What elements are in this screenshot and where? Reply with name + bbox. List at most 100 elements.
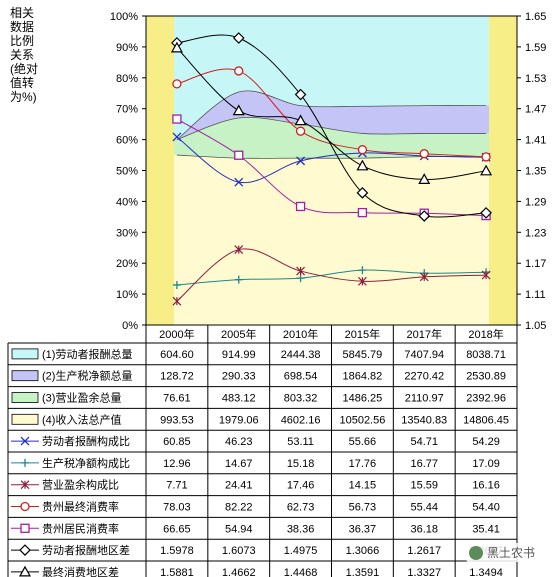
table-cell: 1.5978 [160, 545, 194, 557]
table-row-label: 贵州最终消费率 [42, 500, 119, 514]
table-cell: 1486.25 [343, 393, 383, 405]
left-axis-title: 相关 数据 比例 关系 (绝对 值转 为%) [10, 6, 42, 104]
area-boundary-line [176, 116, 487, 140]
table-cell: 1979.06 [219, 414, 259, 426]
side-band-left [146, 16, 174, 325]
series-point [172, 296, 182, 306]
watermark: 黑土农书 [466, 543, 539, 562]
table-row-label: (1)劳动者报酬总量 [42, 347, 132, 361]
table-cell: 55.44 [410, 502, 438, 514]
series-point [356, 187, 369, 199]
table-cell: 604.60 [160, 349, 194, 361]
table-cell: 993.53 [160, 414, 194, 426]
series-point [232, 104, 245, 116]
table-cell: 1.6073 [222, 545, 256, 557]
table-cell: 38.36 [287, 523, 315, 535]
table-cell: 803.32 [284, 393, 318, 405]
right-axis-tick-label: 1.23 [525, 227, 546, 239]
series-point [296, 274, 305, 283]
series-point [418, 173, 431, 185]
left-axis-tick-label: 0% [122, 320, 138, 332]
series-point [234, 245, 244, 254]
table-cell: 16.77 [410, 458, 438, 470]
table-cell: 53.11 [287, 436, 314, 448]
legend-marker [19, 544, 31, 556]
table-cell: 1.3066 [346, 545, 380, 557]
table-cell: 60.85 [163, 436, 191, 448]
side-band-right [489, 16, 517, 325]
table-cell: 7407.94 [404, 349, 444, 361]
table-cell: 1.4975 [284, 545, 318, 557]
left-axis-title-line: 为%) [10, 90, 37, 104]
legend-marker [20, 480, 30, 490]
right-axis-tick-label: 1.47 [525, 104, 546, 116]
table-cell: 1.5881 [160, 567, 194, 577]
series-point [172, 114, 182, 124]
table-cell: 290.33 [222, 371, 256, 383]
series-point [419, 272, 429, 282]
left-axis-title-line: 比例 [10, 34, 35, 48]
left-axis-title-line: (绝对 [10, 62, 38, 76]
series-point [234, 275, 243, 284]
left-axis-title-line: 数据 [10, 20, 35, 34]
table-cell: 78.03 [163, 502, 191, 514]
table-cell: 128.72 [160, 371, 194, 383]
series-point [419, 149, 429, 159]
table-cell: 5845.79 [343, 349, 383, 361]
right-axis-tick-label: 1.35 [525, 166, 546, 178]
table-cell: 1864.82 [343, 371, 383, 383]
table-row-label: (3)营业盈余总量 [42, 391, 121, 405]
wechat-icon [469, 545, 483, 560]
table-row-label: (4)收入法总产值 [42, 412, 121, 426]
table-row-label: 劳动者报酬地区差 [42, 543, 130, 557]
table-cell: 24.41 [225, 480, 253, 492]
left-axis-tick-label: 20% [116, 258, 138, 270]
right-axis-tick-label: 1.65 [525, 11, 546, 23]
series-point [170, 41, 183, 53]
table-cell: 7.71 [166, 480, 187, 492]
series-point [296, 266, 306, 276]
legend-swatch [11, 413, 39, 425]
table-header-cell: 2017年 [407, 327, 442, 341]
series-point [480, 164, 493, 176]
table-cell: 1.4468 [284, 567, 318, 577]
table-cell: 76.61 [163, 393, 191, 405]
legend-marker [20, 523, 30, 533]
left-axis-tick-label: 100% [110, 11, 138, 23]
table-row-label: 营业盈余构成比 [42, 478, 119, 492]
series-point [358, 266, 367, 275]
table-header-cell: 2010年 [283, 327, 318, 341]
right-axis-tick-label: 1.11 [525, 289, 546, 301]
table-cell: 66.65 [163, 523, 191, 535]
legend-marker [20, 436, 30, 446]
left-axis-tick-label: 60% [116, 135, 138, 147]
series-point [234, 66, 244, 76]
table-cell: 15.59 [410, 480, 438, 492]
series-line-6 [176, 248, 487, 302]
table-cell: 62.73 [287, 502, 315, 514]
series-point [294, 88, 307, 101]
legend-swatch [11, 348, 39, 360]
right-axis-tick-label: 1.59 [525, 42, 546, 54]
left-axis-title-line: 相关 [10, 6, 35, 20]
series-point [481, 152, 491, 162]
table-row-label: 最终消费地区差 [42, 565, 119, 577]
area-boundary-line [176, 90, 487, 140]
table-cell: 16.16 [472, 480, 500, 492]
series-point [172, 280, 181, 289]
table-cell: 36.18 [410, 523, 438, 535]
legend-swatch [11, 370, 39, 382]
series-point [295, 201, 306, 212]
left-axis-tick-label: 30% [116, 227, 138, 239]
left-axis-tick-label: 80% [116, 73, 138, 85]
area-band-tax-total [146, 90, 517, 140]
table-cell: 54.94 [225, 523, 253, 535]
legend-marker [18, 565, 32, 577]
left-axis-title-line: 值转 [10, 76, 35, 90]
table-cell: 12.96 [163, 458, 191, 470]
series-point [294, 114, 307, 126]
table-cell: 1.4662 [222, 567, 256, 577]
area-band-surplus-total [146, 117, 517, 159]
series-point [172, 132, 182, 142]
